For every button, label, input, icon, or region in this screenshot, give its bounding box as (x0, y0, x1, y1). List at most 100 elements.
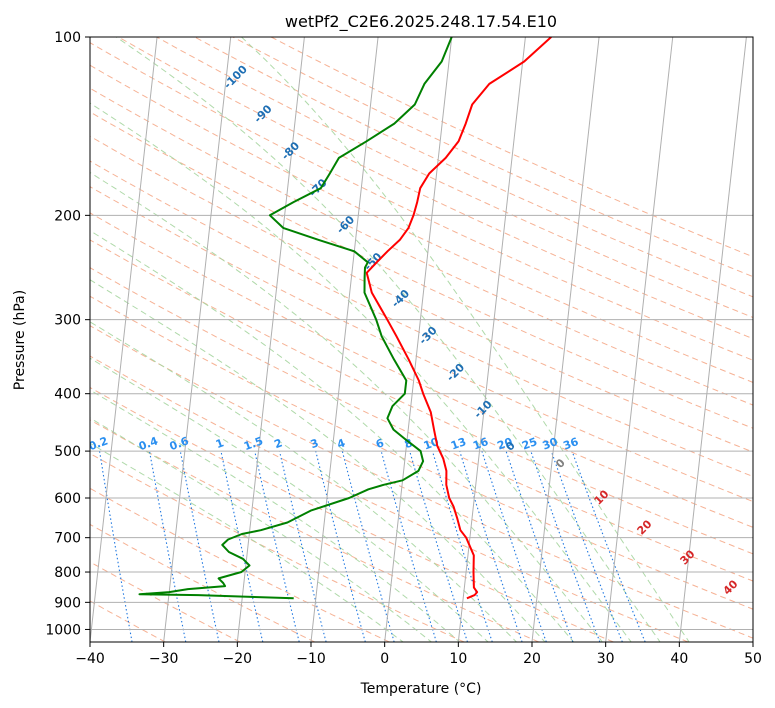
dry-adiabat (232, 37, 753, 278)
y-axis-title: Pressure (hPa) (12, 290, 28, 390)
dry-adiabat (194, 37, 753, 298)
mixing-ratio-label: 25 (520, 435, 539, 452)
moist-adiabat (90, 417, 433, 642)
dry-adiabat (90, 212, 753, 528)
isotherm-line (90, 37, 158, 642)
mixing-ratio-line (550, 450, 623, 642)
x-tick-label: −10 (296, 651, 326, 667)
plot-frame (89, 36, 754, 643)
dry-adiabat (90, 295, 753, 610)
dry-adiabat (90, 186, 753, 503)
dry-adiabat (90, 355, 689, 642)
mixing-ratio-label: 3 (309, 436, 321, 451)
dry-adiabat (90, 111, 753, 429)
y-tick-label: 100 (54, 30, 81, 46)
mixing-ratio-label: 13 (449, 435, 468, 452)
dry-adiabat (90, 452, 465, 642)
dry-adiabat (90, 523, 315, 642)
isotherm-line (163, 37, 232, 642)
moist-adiabat (90, 102, 632, 642)
mixing-ratio-line (431, 450, 493, 642)
isotherm-line (605, 37, 674, 642)
dry-adiabat-label: 10 (592, 487, 612, 507)
dry-adiabat (90, 386, 614, 642)
isotherm-line (0, 37, 10, 642)
y-tick-label: 600 (54, 491, 81, 507)
y-tick-label: 200 (54, 208, 81, 224)
moist-adiabat (90, 230, 575, 642)
isotherm-line (310, 37, 379, 642)
mixing-ratio-line (459, 450, 523, 642)
moist-adiabat (90, 357, 489, 642)
mixing-ratio-label: 1.5 (242, 434, 265, 453)
mixing-ratio-line (481, 450, 547, 642)
temperature-profile-line (365, 37, 552, 600)
chart-title: wetPf2_C2E6.2025.248.17.54.E10 (285, 12, 557, 32)
mixing-ratio-line (315, 450, 366, 642)
moist-adiabat (90, 442, 404, 642)
dry-adiabat (90, 419, 539, 642)
mixing-ratio-label: 2 (272, 436, 284, 451)
plot-area: 0.1 0.2 0.4 0.6 1 1.5 2 3 4 6 8 10 13 16 20 25 30 36-100-… (0, 37, 753, 642)
isotherm-line (457, 37, 526, 642)
moist-adiabat (90, 279, 546, 642)
x-tick-label: 20 (523, 651, 541, 667)
mixing-ratio-line (148, 450, 187, 642)
moist-adiabat-label: -90 (251, 102, 274, 125)
dry-adiabat (90, 487, 390, 642)
mixing-ratio-label: 0.4 (137, 434, 160, 453)
mixing-ratio-label: 4 (335, 436, 347, 451)
y-tick-label: 400 (54, 387, 81, 403)
isotherm-line (236, 37, 305, 642)
mixing-ratio-line (98, 450, 133, 642)
mixing-ratio-label: 16 (471, 435, 490, 453)
dry-adiabat (90, 267, 753, 582)
dry-adiabat-label: 40 (721, 577, 741, 597)
moist-adiabat-label: -60 (334, 213, 357, 236)
x-tick-label: 10 (449, 651, 467, 667)
dry-adiabat-label: 30 (678, 547, 698, 567)
y-tick-label: 300 (54, 313, 81, 329)
isotherm-line (384, 37, 453, 642)
y-tick-label: 900 (54, 595, 81, 611)
mixing-ratio-line (254, 450, 300, 642)
dry-adiabat (156, 37, 753, 319)
mixing-ratio-label: 0.6 (168, 434, 191, 453)
mixing-ratio-line (278, 450, 327, 642)
dewpoint-profile-line (138, 37, 453, 600)
isotherm-line (531, 37, 600, 642)
mixing-ratio-line (530, 450, 601, 642)
mixing-ratio-label: 30 (541, 435, 560, 453)
x-tick-label: −30 (149, 651, 179, 667)
mixing-ratio-line (380, 450, 437, 642)
mixing-ratio-line (220, 450, 264, 642)
moist-adiabat (115, 37, 661, 642)
y-tick-label: 700 (54, 531, 81, 547)
moist-adiabat-label: -80 (279, 139, 302, 162)
gray-zero-label: 0 (553, 456, 568, 471)
dry-adiabat (90, 42, 753, 361)
mixing-ratio-label: 6 (374, 436, 386, 451)
isotherm-line (678, 37, 747, 642)
moist-adiabat-label: -20 (444, 361, 467, 384)
mixing-ratio-line (179, 451, 220, 642)
moist-adiabat (90, 321, 518, 642)
x-tick-label: 30 (597, 651, 615, 667)
y-tick-label: 800 (54, 565, 81, 581)
moist-adiabat-label: -40 (389, 287, 412, 310)
x-tick-label: −20 (223, 651, 253, 667)
moist-adiabat-label: -10 (471, 398, 494, 421)
moist-adiabat (90, 171, 603, 642)
mixing-ratio-label: 36 (561, 435, 580, 453)
y-tick-label: 1000 (45, 622, 81, 638)
mixing-ratio-line (505, 450, 574, 642)
dry-adiabat (270, 37, 753, 258)
dry-adiabat (118, 37, 753, 340)
x-tick-label: 50 (744, 651, 762, 667)
dry-adiabat (90, 239, 753, 555)
dry-adiabat (90, 561, 241, 642)
moist-adiabat (90, 389, 461, 642)
y-tick-label: 500 (54, 444, 81, 460)
isotherm-line (752, 637, 753, 642)
